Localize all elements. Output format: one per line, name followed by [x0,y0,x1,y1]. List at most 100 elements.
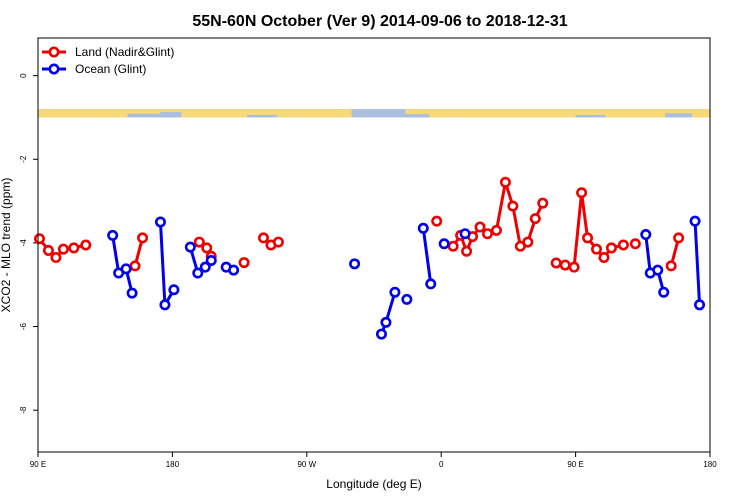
x-axis-label: Longitude (deg E) [326,477,421,491]
data-point-ocean [228,264,240,276]
map-strip-land-patch [459,109,576,118]
data-point-ocean [184,241,196,253]
legend-land-label: Land (Nadir&Glint) [75,45,174,59]
data-point-ocean [120,263,132,275]
data-point-land [559,259,571,271]
data-point-land [42,244,54,256]
data-point-land [193,236,205,248]
legend-ocean-marker [48,63,60,75]
data-point-ocean [652,264,664,276]
data-point-land [507,200,519,212]
data-point-ocean [375,328,387,340]
series-line-ocean [111,235,134,294]
chart-title: 55N-60N October (Ver 9) 2014-09-06 to 20… [192,13,567,30]
data-point-land [474,221,486,233]
data-point-land [68,242,80,254]
map-strip [38,109,710,118]
legend-land-marker [48,46,60,58]
data-point-land [582,232,594,244]
data-point-land [80,239,92,251]
data-point-ocean [438,238,450,250]
map-strip-land-patch [692,109,710,118]
data-point-ocean [154,216,166,228]
data-point-ocean [640,229,652,241]
map-strip-land [38,109,710,118]
map-strip-land-patch [405,109,430,115]
map-strip-land-patch [575,109,606,115]
y-tick-label: -6 [19,322,28,330]
data-point-land [33,233,45,245]
data-point-ocean [380,316,392,328]
legend-ocean-label: Ocean (Glint) [75,62,146,76]
data-point-land [129,260,141,272]
series-ocean [107,215,706,340]
y-tick-label: -2 [19,155,28,163]
plot-frame [37,37,711,453]
map-strip-land-patch [160,109,182,113]
x-tick-label: 90 E [567,460,583,469]
data-point-land [591,243,603,255]
y-tick-label: -8 [19,406,28,414]
x-axis-ticks: 90 E 180 90 W 0 90 E 180 [30,452,717,469]
data-point-land [481,228,493,240]
data-point-ocean [205,254,217,266]
data-point-land [257,232,269,244]
series-group [33,176,706,340]
x-tick-label: 90 W [297,460,316,469]
data-point-land [238,257,250,269]
map-strip-land-patch [247,109,295,115]
series-line-ocean [644,234,666,293]
data-point-ocean [459,228,471,240]
data-point-land [617,239,629,251]
data-point-land [201,242,213,254]
legend: Land (Nadir&Glint) Ocean (Glint) [42,45,174,76]
data-point-land [568,261,580,273]
data-point-land [431,215,443,227]
data-point-ocean [159,299,171,311]
map-strip-land-patch [181,109,248,118]
data-point-ocean [192,267,204,279]
series-line-land [555,191,624,269]
series-line-ocean [693,221,702,305]
data-point-ocean [107,229,119,241]
data-point-land [447,240,459,252]
map-strip-land-patch [276,114,295,118]
data-point-ocean [425,278,437,290]
data-point-ocean [694,299,706,311]
data-point-land [490,224,502,236]
data-point-land [137,232,149,244]
map-strip-land-patch [665,109,693,114]
series-line-ocean [380,291,397,335]
data-point-land [665,260,677,272]
data-point-land [499,176,511,188]
data-point-ocean [417,222,429,234]
data-point-land [537,197,549,209]
data-point-land [522,236,534,248]
data-point-ocean [349,258,361,270]
map-strip-land-patch [38,109,128,118]
map-strip-land-patch [605,109,666,118]
data-point-land [629,238,641,250]
data-point-land [272,236,284,248]
data-point-land [57,243,69,255]
data-point-ocean [199,261,211,273]
data-point-land [598,252,610,264]
y-tick-label: -4 [19,239,28,247]
data-point-land [605,242,617,254]
data-point-ocean [389,286,401,298]
y-tick-label: 0 [19,73,28,78]
data-point-land [50,252,62,264]
x-tick-label: 180 [703,460,717,469]
x-tick-label: 180 [166,460,180,469]
data-point-land [461,245,473,257]
data-point-land [673,232,685,244]
y-axis-ticks: 0 -2 -4 -6 -8 [19,73,38,414]
map-strip-ocean [38,109,710,118]
series-line-ocean [421,228,433,285]
series-land [33,176,685,273]
x-tick-label: 90 E [30,460,46,469]
x-tick-label: 0 [439,460,444,469]
map-strip-land-patch [429,109,460,118]
y-axis-label: XCO2 - MLO trend (ppm) [0,178,13,313]
